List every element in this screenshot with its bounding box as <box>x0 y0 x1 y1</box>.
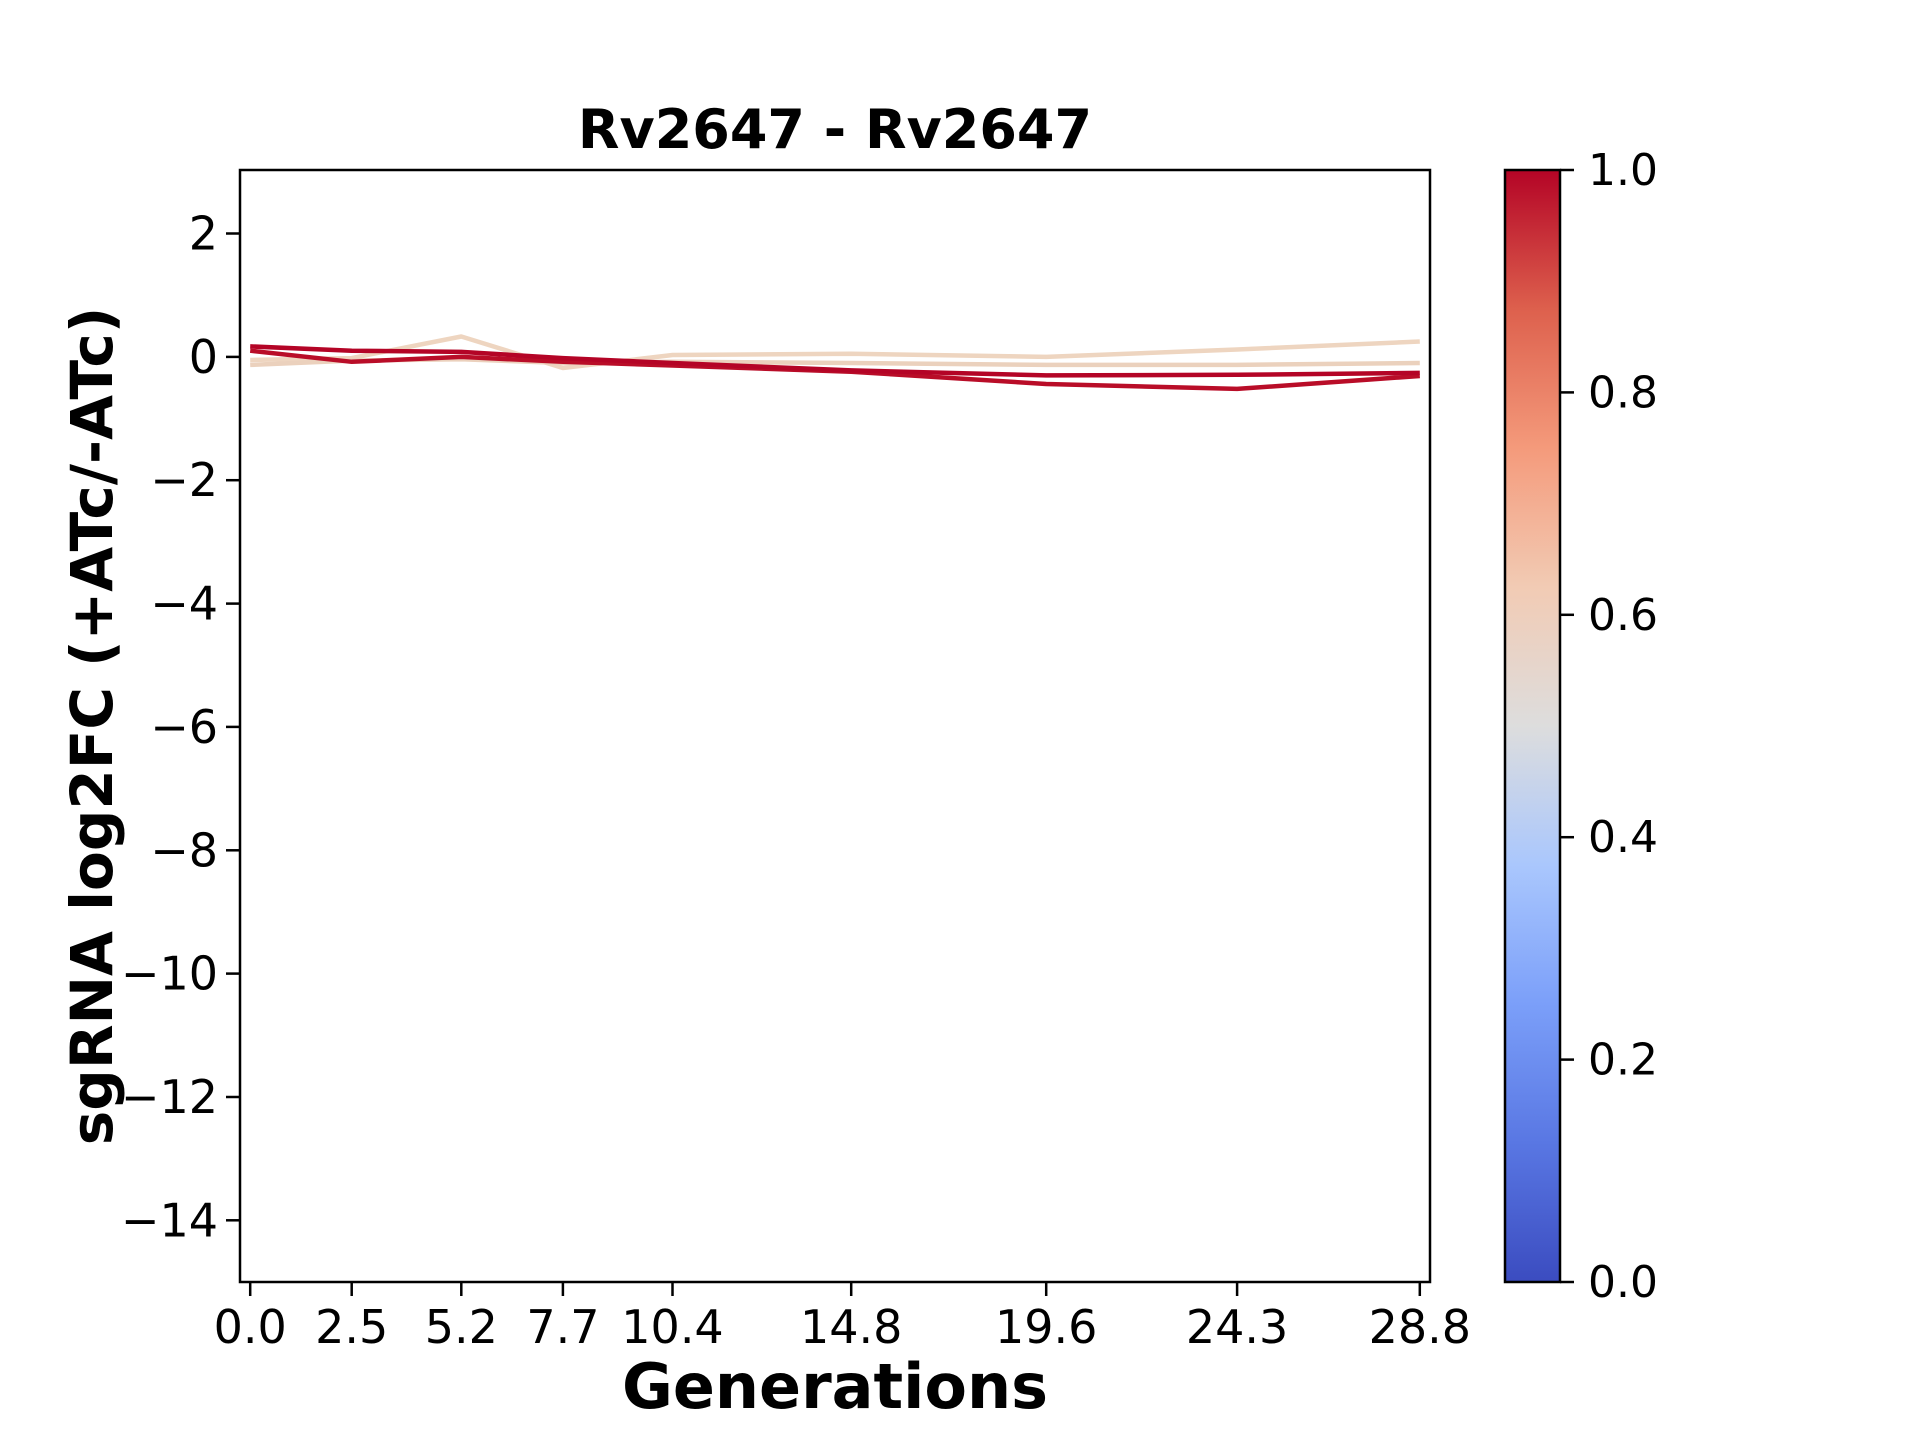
colorbar-tick-label: 1.0 <box>1588 145 1658 196</box>
x-tick-label: 0.0 <box>214 1300 287 1354</box>
x-tick-label: 7.7 <box>526 1300 599 1354</box>
axes-frame <box>238 168 1432 1284</box>
y-axis-ticks: 2 0 −2 −4 −6 −8 −10 −12 −14 <box>121 207 240 1247</box>
colorbar: 0.0 0.2 0.4 0.6 0.8 1.0 <box>1503 145 1658 1308</box>
y-tick-label: −8 <box>150 823 218 877</box>
series-lines <box>249 334 1420 392</box>
y-tick-label: −14 <box>121 1193 218 1247</box>
colorbar-bar <box>1503 168 1562 1284</box>
y-tick-label: 2 <box>189 207 218 261</box>
x-tick-label: 19.6 <box>995 1300 1097 1354</box>
colorbar-tick-label: 0.6 <box>1588 590 1658 641</box>
y-tick-label: 0 <box>189 330 218 384</box>
colorbar-tick-label: 0.8 <box>1588 367 1658 418</box>
colorbar-tick-label: 0.4 <box>1588 812 1658 863</box>
sgRNA-trace-1 <box>250 344 1420 378</box>
y-tick-label: −10 <box>121 947 218 1001</box>
chart-title: Rv2647 - Rv2647 <box>578 98 1092 161</box>
y-tick-label: −2 <box>150 453 218 507</box>
x-tick-label: 2.5 <box>315 1300 388 1354</box>
y-tick-label: −6 <box>150 700 218 754</box>
sgRNA-trace-2 <box>249 348 1420 392</box>
colorbar-tick-label: 0.2 <box>1588 1035 1658 1086</box>
colorbar-tick-label: 0.0 <box>1588 1257 1658 1308</box>
x-tick-label: 28.8 <box>1369 1300 1471 1354</box>
colorbar-ticks: 0.0 0.2 0.4 0.6 0.8 1.0 <box>1560 145 1658 1308</box>
x-tick-label: 5.2 <box>425 1300 498 1354</box>
y-tick-label: −4 <box>150 577 218 631</box>
x-tick-label: 10.4 <box>621 1300 723 1354</box>
x-tick-label: 14.8 <box>800 1300 902 1354</box>
y-axis-label: sgRNA log2FC (+ATc/-ATc) <box>58 307 126 1145</box>
y-tick-label: −12 <box>121 1070 218 1124</box>
x-axis-label: Generations <box>622 1350 1048 1423</box>
x-axis-ticks: 0.0 2.5 5.2 7.7 10.4 14.8 19.6 24.3 28.8 <box>214 1282 1471 1354</box>
x-tick-label: 24.3 <box>1186 1300 1288 1354</box>
